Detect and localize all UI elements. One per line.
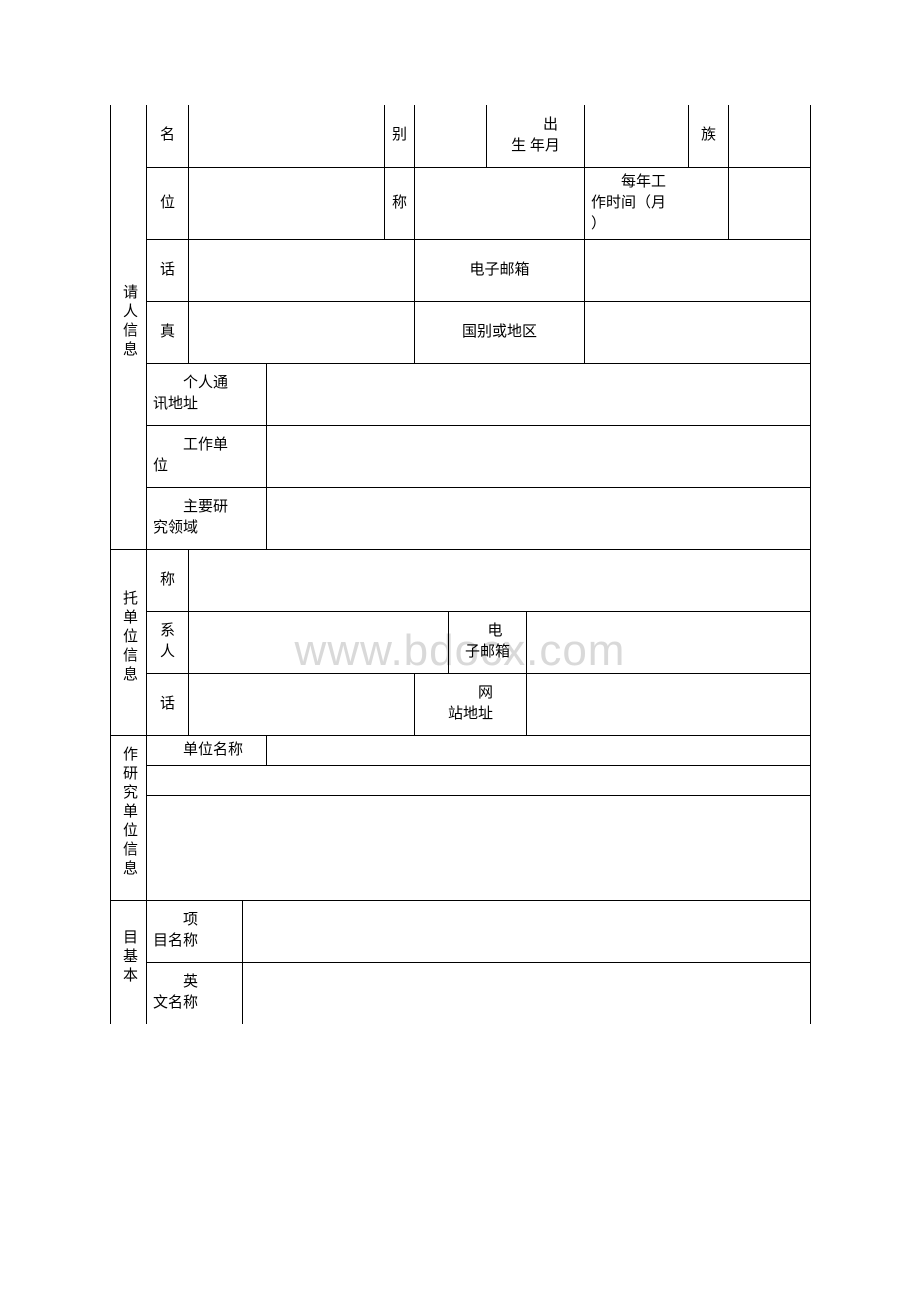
section-host: 托单位信息 bbox=[111, 549, 147, 735]
label-gender: 别 bbox=[385, 105, 415, 167]
field-birth[interactable] bbox=[585, 105, 689, 167]
section-coop: 作研究单位信息 bbox=[111, 735, 147, 900]
field-hostweb[interactable] bbox=[527, 673, 811, 735]
form-table: 请人信息 名 别 出生 年月 族 位 称 每年工作时间（月） 话 电子邮箱 真 bbox=[110, 105, 811, 1024]
field-projen[interactable] bbox=[243, 962, 811, 1024]
field-email[interactable] bbox=[585, 239, 811, 301]
field-coopunit-1[interactable] bbox=[267, 735, 811, 765]
label-email: 电子邮箱 bbox=[415, 239, 585, 301]
label-contact: 系人 bbox=[147, 611, 189, 673]
field-coopdetail[interactable] bbox=[147, 795, 811, 900]
field-ethnic[interactable] bbox=[729, 105, 811, 167]
label-coopunit: 单位名称 bbox=[147, 735, 267, 765]
field-workunit[interactable] bbox=[267, 425, 811, 487]
field-projname[interactable] bbox=[243, 900, 811, 962]
label-address: 个人通讯地址 bbox=[147, 363, 267, 425]
field-country[interactable] bbox=[585, 301, 811, 363]
label-name: 名 bbox=[147, 105, 189, 167]
label-fax: 真 bbox=[147, 301, 189, 363]
field-phone[interactable] bbox=[189, 239, 415, 301]
label-hostemail: 电子邮箱 bbox=[449, 611, 527, 673]
label-hostphone: 话 bbox=[147, 673, 189, 735]
label-projname: 项目名称 bbox=[147, 900, 243, 962]
field-address[interactable] bbox=[267, 363, 811, 425]
field-gender[interactable] bbox=[415, 105, 487, 167]
section-project: 目基本 bbox=[111, 900, 147, 1024]
field-hostname[interactable] bbox=[189, 549, 811, 611]
label-phone: 话 bbox=[147, 239, 189, 301]
field-worktime[interactable] bbox=[729, 167, 811, 239]
label-birth: 出生 年月 bbox=[487, 105, 585, 167]
label-projen: 英文名称 bbox=[147, 962, 243, 1024]
label-research: 主要研究领域 bbox=[147, 487, 267, 549]
field-hostphone[interactable] bbox=[189, 673, 415, 735]
label-country: 国别或地区 bbox=[415, 301, 585, 363]
label-hostname: 称 bbox=[147, 549, 189, 611]
field-contact[interactable] bbox=[189, 611, 449, 673]
label-title: 称 bbox=[385, 167, 415, 239]
label-workunit: 工作单位 bbox=[147, 425, 267, 487]
field-title[interactable] bbox=[415, 167, 585, 239]
label-position: 位 bbox=[147, 167, 189, 239]
field-position[interactable] bbox=[189, 167, 385, 239]
form-wrapper: 请人信息 名 别 出生 年月 族 位 称 每年工作时间（月） 话 电子邮箱 真 bbox=[110, 105, 810, 1024]
field-name[interactable] bbox=[189, 105, 385, 167]
field-research[interactable] bbox=[267, 487, 811, 549]
field-hostemail[interactable] bbox=[527, 611, 811, 673]
field-coopunit-2[interactable] bbox=[147, 765, 811, 795]
label-worktime: 每年工作时间（月） bbox=[585, 167, 729, 239]
field-fax[interactable] bbox=[189, 301, 415, 363]
label-hostweb: 网站地址 bbox=[415, 673, 527, 735]
section-applicant: 请人信息 bbox=[111, 105, 147, 549]
label-ethnic: 族 bbox=[689, 105, 729, 167]
